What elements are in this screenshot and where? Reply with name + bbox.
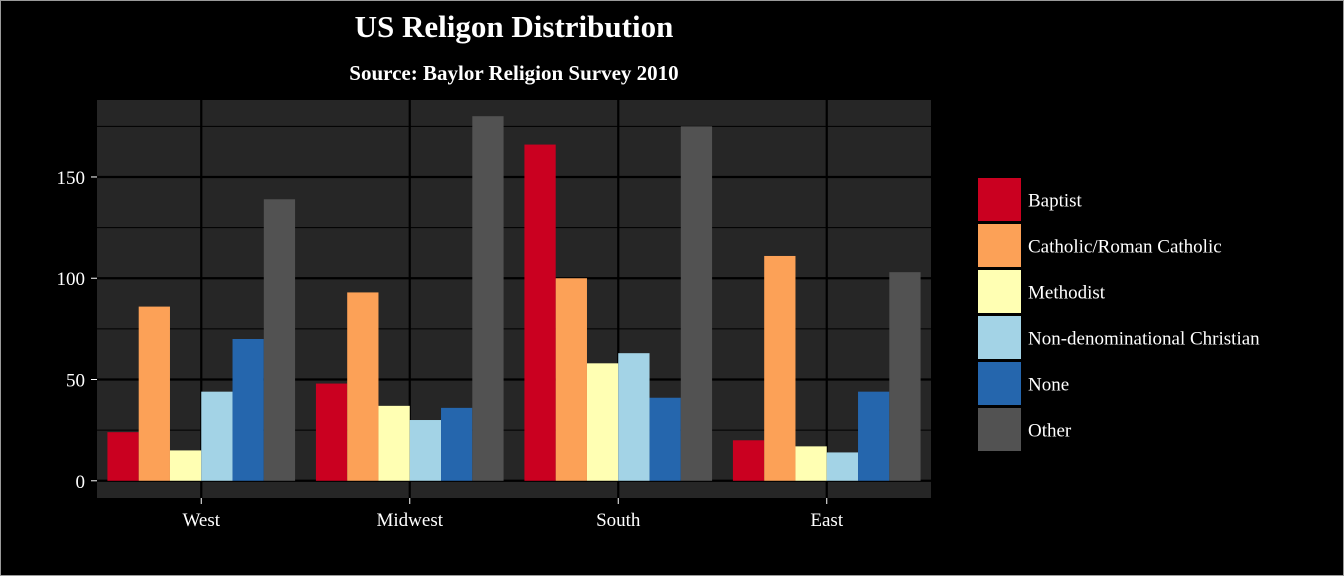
legend-label: Baptist — [1028, 191, 1083, 212]
bar — [201, 391, 233, 481]
bar — [232, 339, 264, 481]
bar — [524, 144, 556, 481]
legend-key — [978, 316, 1021, 359]
chart-subtitle: Source: Baylor Religion Survey 2010 — [349, 61, 678, 85]
y-tick-label: 0 — [76, 472, 86, 493]
y-tick-label: 150 — [57, 168, 86, 189]
legend: Baptist Catholic/Roman Catholic Methodist N… — [978, 178, 1260, 451]
bars — [107, 116, 921, 481]
bar — [732, 440, 765, 481]
bar — [138, 306, 170, 481]
x-tick-label: South — [596, 510, 641, 531]
bar — [441, 407, 473, 481]
legend-label: Non-denominational Christian — [1028, 329, 1260, 350]
bar — [263, 199, 296, 481]
x-axis: West Midwest South East — [182, 498, 844, 531]
bar — [889, 272, 921, 481]
legend-key — [978, 224, 1021, 267]
legend-label: None — [1028, 375, 1069, 396]
bar — [764, 255, 796, 481]
x-tick-label: East — [810, 510, 843, 531]
y-tick-label: 100 — [57, 269, 86, 290]
legend-key — [978, 362, 1021, 405]
legend-key — [978, 270, 1021, 313]
bar — [795, 446, 827, 481]
bar — [378, 405, 410, 481]
legend-label: Catholic/Roman Catholic — [1028, 237, 1222, 258]
y-tick-label: 50 — [66, 371, 85, 392]
bar — [680, 126, 713, 481]
bar — [107, 432, 139, 481]
bar — [649, 397, 681, 481]
legend-key — [978, 178, 1021, 221]
bar — [315, 383, 348, 481]
bar — [826, 452, 859, 481]
bar — [555, 278, 587, 481]
bar — [409, 420, 442, 481]
x-tick-label: Midwest — [377, 510, 444, 531]
bar — [169, 450, 202, 481]
x-tick-label: West — [182, 510, 220, 531]
chart-title: US Religon Distribution — [355, 9, 674, 44]
legend-label: Other — [1028, 421, 1072, 442]
bar — [472, 116, 504, 481]
bar — [586, 363, 619, 481]
legend-label: Methodist — [1028, 283, 1106, 304]
legend-key — [978, 408, 1021, 451]
bar — [347, 292, 379, 481]
bar — [858, 391, 890, 481]
bar — [618, 353, 650, 481]
y-axis: 0 50 100 150 — [57, 168, 97, 493]
